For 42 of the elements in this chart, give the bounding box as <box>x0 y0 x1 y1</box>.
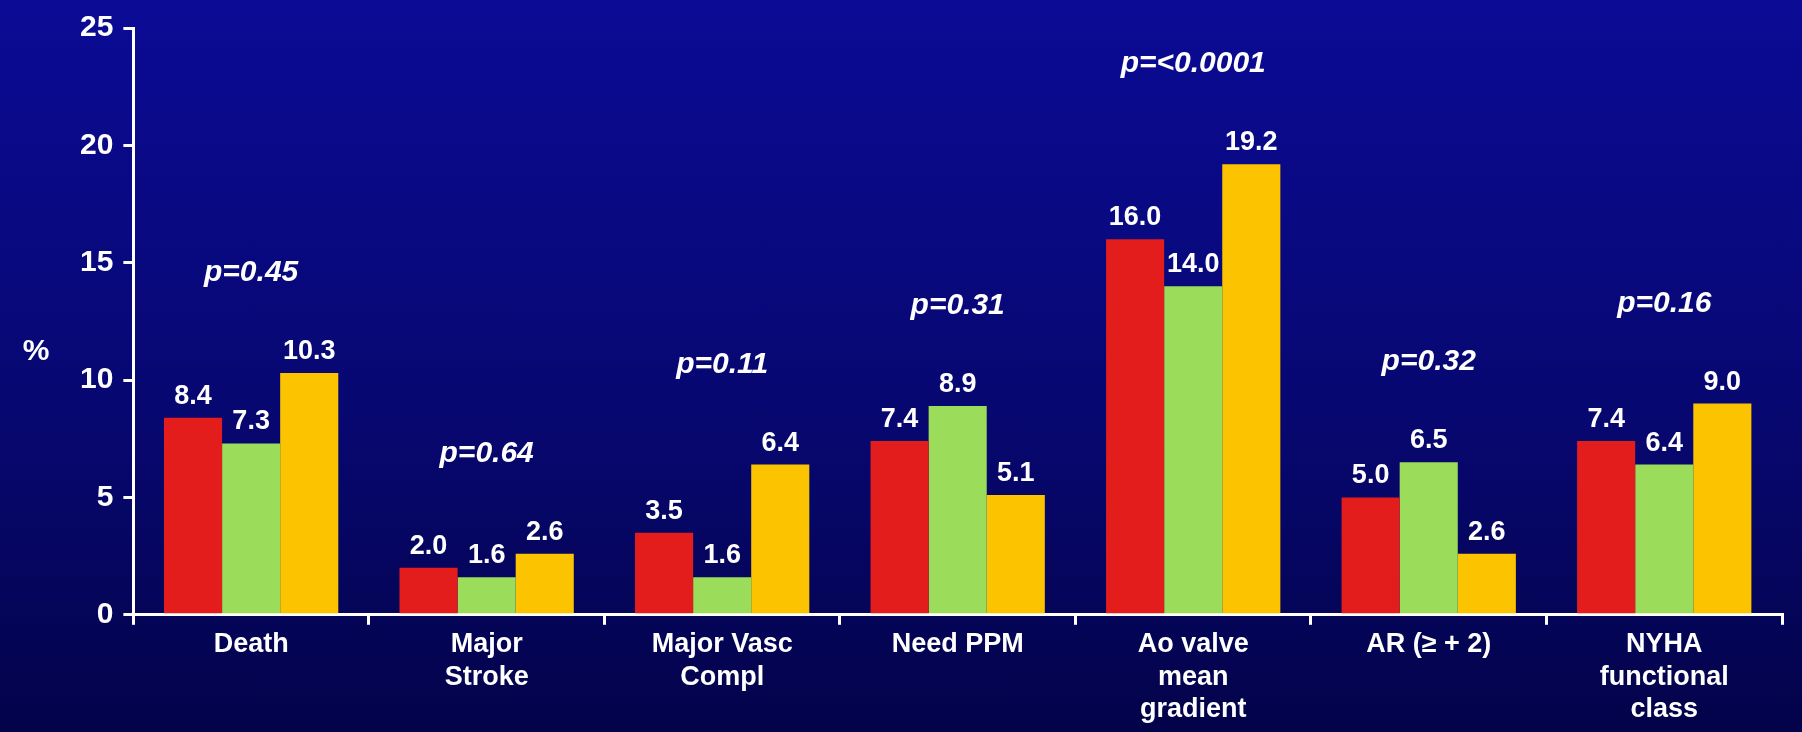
y-tick-label: 15 <box>79 243 114 277</box>
annotation: p=<0.0001 <box>1119 45 1266 79</box>
data-label: 2.6 <box>1468 515 1506 546</box>
data-label: 2.6 <box>525 515 564 546</box>
annotation: p=0.32 <box>1380 343 1477 377</box>
data-label: 16.0 <box>1108 201 1162 232</box>
data-label: 3.5 <box>645 494 683 525</box>
data-label: 8.4 <box>174 379 212 410</box>
x-tick-label: AR (≥ + 2) <box>1366 628 1492 659</box>
x-tick-label: NYHA functional class <box>1599 628 1729 724</box>
data-label: 7.4 <box>1587 403 1625 434</box>
annotation: p=0.64 <box>438 435 535 469</box>
y-axis-title: % <box>22 332 50 366</box>
y-tick-label: 10 <box>79 361 114 395</box>
data-label: 9.0 <box>1703 365 1742 396</box>
y-tick-label: 20 <box>79 126 114 160</box>
annotation: p=0.45 <box>203 254 300 288</box>
data-label: 1.6 <box>467 539 506 570</box>
data-label: 5.0 <box>1351 459 1390 490</box>
data-label: 1.6 <box>703 539 741 570</box>
data-label: 6.4 <box>1645 426 1684 457</box>
data-label: 7.4 <box>880 403 919 434</box>
data-label: 10.3 <box>282 334 336 365</box>
annotation: p=0.31 <box>909 287 1005 321</box>
annotation: p=0.16 <box>1616 284 1712 318</box>
y-tick-label: 0 <box>96 596 114 630</box>
y-tick-label: 5 <box>96 478 114 512</box>
annotation: p=0.11 <box>675 345 769 379</box>
data-label: 6.4 <box>761 426 800 457</box>
data-label: 7.3 <box>232 405 270 436</box>
x-tick-label: Need PPM <box>891 628 1024 659</box>
data-label: 8.9 <box>938 367 977 398</box>
x-tick-label: Major Stroke <box>444 628 529 691</box>
data-label: 2.0 <box>409 529 448 560</box>
data-label: 19.2 <box>1225 126 1278 157</box>
data-label: 14.0 <box>1166 248 1220 279</box>
x-tick-label: Ao valve mean gradient <box>1137 628 1249 724</box>
y-tick-label: 25 <box>79 9 114 43</box>
data-label: 5.1 <box>997 457 1035 488</box>
x-tick-label: Major Vasc Compl <box>651 628 793 691</box>
data-label: 6.5 <box>1409 424 1448 455</box>
x-tick-label: Death <box>213 628 289 659</box>
